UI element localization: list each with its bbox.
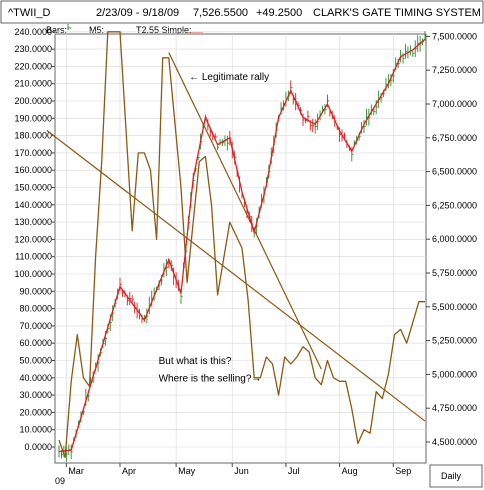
oscillator-line [58, 31, 425, 459]
left-tick-label: 180.0000 [14, 131, 52, 141]
right-tick-label: 6,000.0000 [432, 234, 477, 244]
left-tick-label: 170.0000 [14, 148, 52, 158]
year-label: 09 [55, 476, 65, 486]
right-tick-label: 5,750.0000 [432, 268, 477, 278]
daily-label: Daily [441, 471, 462, 481]
left-tick-label: 110.0000 [15, 252, 52, 262]
month-label: Aug [342, 466, 358, 476]
month-label: Mar [68, 466, 84, 476]
system-label: CLARK'S GATE TIMING SYSTEM © [313, 7, 484, 19]
right-tick-label: 5,250.0000 [432, 336, 477, 346]
annotations: ← Legitimate rally But what is this? Where… [159, 72, 270, 384]
zigzag-layer [58, 38, 426, 453]
left-tick-label: 200.0000 [14, 96, 52, 106]
right-tick-label: 4,500.0000 [432, 437, 477, 447]
right-tick-label: 5,500.0000 [432, 302, 477, 312]
trendline [168, 52, 322, 370]
left-tick-label: 150.0000 [14, 183, 52, 193]
left-tick-label: 140.0000 [14, 200, 52, 210]
left-tick-label: 40.0000 [19, 373, 52, 383]
right-tick-label: 6,500.0000 [432, 167, 477, 177]
symbol-label: ^TWII_D [8, 7, 50, 19]
legend-bars-label: Bars: [46, 25, 67, 35]
legend-t255-label: T2.55 Simple: [136, 25, 192, 35]
plot-area [54, 33, 427, 464]
left-tick-label: 70.0000 [19, 321, 52, 331]
left-tick-label: 50.0000 [19, 356, 52, 366]
left-tick-label: 130.0000 [14, 217, 52, 227]
left-tick-label: 100.0000 [14, 269, 52, 279]
title-bar [0, 0, 484, 24]
left-tick-label: 240.0000 [14, 27, 52, 37]
annotation-text: But what is this? [159, 356, 232, 367]
trendline [46, 129, 426, 422]
left-tick-label: 160.0000 [14, 165, 52, 175]
month-label: Jul [288, 466, 300, 476]
trendlines [46, 52, 426, 422]
right-tick-label: 4,750.0000 [432, 403, 477, 413]
right-axis: 7,500.0000 7,250.0000 7,000.0000 6,750.0000… [426, 31, 477, 447]
left-tick-label: 30.0000 [19, 390, 52, 400]
right-tick-label: 7,000.0000 [432, 99, 477, 109]
month-label: Apr [122, 466, 136, 476]
left-tick-label: 230.0000 [14, 44, 52, 54]
change-label: +49.2500 [256, 7, 302, 19]
month-axis: Mar Apr May Jun Jul Aug Sep [65, 463, 411, 476]
zigzag-line [58, 38, 426, 453]
left-tick-label: 120.0000 [14, 234, 52, 244]
oscillator-layer [58, 31, 425, 459]
left-tick-label: 80.0000 [19, 304, 52, 314]
right-tick-label: 5,000.0000 [432, 369, 477, 379]
month-label: May [178, 466, 196, 476]
annotation-text: ← Legitimate rally [189, 72, 269, 83]
left-tick-label: 60.0000 [19, 338, 52, 348]
left-tick-label: 20.0000 [19, 407, 52, 417]
last-price-label: 7,526.5500 [193, 7, 248, 19]
annotation-text: Where is the selling?→ [159, 373, 262, 384]
month-label: Jun [234, 466, 249, 476]
right-tick-label: 6,750.0000 [432, 133, 477, 143]
date-range-label: 2/23/09 - 9/18/09 [96, 7, 179, 19]
left-tick-label: 90.0000 [19, 286, 52, 296]
left-tick-label: 0.0000 [24, 442, 52, 452]
legend-m5-label: M5: [89, 25, 104, 35]
left-axis: 240.0000 230.0000 220.0000 210.0000 200.0000… [14, 27, 55, 452]
right-tick-label: 7,500.0000 [432, 31, 477, 41]
right-tick-label: 7,250.0000 [432, 65, 477, 75]
left-tick-label: 210.0000 [14, 79, 52, 89]
daily-button-frame [429, 464, 483, 488]
month-label: Sep [395, 466, 411, 476]
right-tick-label: 6,250.0000 [432, 200, 477, 210]
left-tick-label: 220.0000 [14, 61, 52, 71]
left-tick-label: 10.0000 [19, 425, 52, 435]
left-tick-label: 190.0000 [14, 113, 52, 123]
